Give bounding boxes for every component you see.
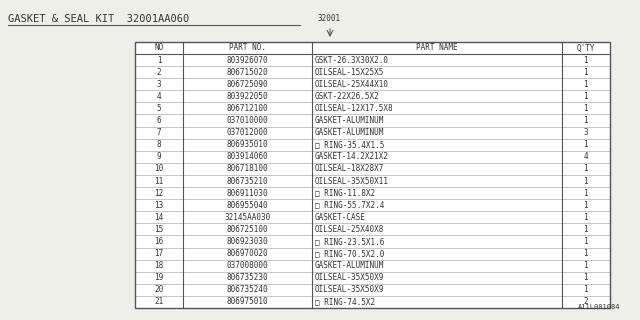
- Text: 1: 1: [584, 92, 588, 101]
- Text: 1: 1: [584, 285, 588, 294]
- Text: 1: 1: [584, 56, 588, 65]
- Text: 806975010: 806975010: [227, 298, 269, 307]
- Text: □ RING-55.7X2.4: □ RING-55.7X2.4: [315, 201, 385, 210]
- Text: GASKET-ALUMINUM: GASKET-ALUMINUM: [315, 261, 385, 270]
- Text: OILSEAL-35X50X9: OILSEAL-35X50X9: [315, 285, 385, 294]
- Text: 4: 4: [157, 92, 161, 101]
- Text: 14: 14: [154, 213, 164, 222]
- Text: 15: 15: [154, 225, 164, 234]
- Text: 18: 18: [154, 261, 164, 270]
- Text: PART NAME: PART NAME: [416, 44, 458, 52]
- Text: 4: 4: [584, 152, 588, 161]
- Text: 806735240: 806735240: [227, 285, 269, 294]
- Text: 2: 2: [584, 298, 588, 307]
- Text: □ RING-70.5X2.0: □ RING-70.5X2.0: [315, 249, 385, 258]
- Text: 1: 1: [584, 237, 588, 246]
- Text: 1: 1: [584, 249, 588, 258]
- Text: 3: 3: [157, 80, 161, 89]
- Text: 11: 11: [154, 177, 164, 186]
- Text: PART NO.: PART NO.: [229, 44, 266, 52]
- Text: 1: 1: [584, 273, 588, 282]
- Text: OILSEAL-25X40X8: OILSEAL-25X40X8: [315, 225, 385, 234]
- Text: 806712100: 806712100: [227, 104, 269, 113]
- Text: 806725100: 806725100: [227, 225, 269, 234]
- Text: OILSEAL-35X50X9: OILSEAL-35X50X9: [315, 273, 385, 282]
- Text: 1: 1: [584, 188, 588, 197]
- Text: 9: 9: [157, 152, 161, 161]
- Text: 806935010: 806935010: [227, 140, 269, 149]
- Text: □ RING-23.5X1.6: □ RING-23.5X1.6: [315, 237, 385, 246]
- Text: 806911030: 806911030: [227, 188, 269, 197]
- Text: 806715020: 806715020: [227, 68, 269, 77]
- Text: 1: 1: [157, 56, 161, 65]
- Text: GSKT-26.3X30X2.0: GSKT-26.3X30X2.0: [315, 56, 389, 65]
- Text: 2: 2: [157, 68, 161, 77]
- Text: 19: 19: [154, 273, 164, 282]
- Text: GASKET-ALUMINUM: GASKET-ALUMINUM: [315, 128, 385, 137]
- Text: 806923030: 806923030: [227, 237, 269, 246]
- Text: GASKET-14.2X21X2: GASKET-14.2X21X2: [315, 152, 389, 161]
- Text: 806718100: 806718100: [227, 164, 269, 173]
- Text: 803926070: 803926070: [227, 56, 269, 65]
- Text: 13: 13: [154, 201, 164, 210]
- Text: OILSEAL-18X28X7: OILSEAL-18X28X7: [315, 164, 385, 173]
- Text: 20: 20: [154, 285, 164, 294]
- Text: OILSEAL-25X44X10: OILSEAL-25X44X10: [315, 80, 389, 89]
- Text: □ RING-35.4X1.5: □ RING-35.4X1.5: [315, 140, 385, 149]
- Text: 037010000: 037010000: [227, 116, 269, 125]
- Text: OILSEAL-35X50X11: OILSEAL-35X50X11: [315, 177, 389, 186]
- Text: A11L001084: A11L001084: [577, 304, 620, 310]
- Text: 6: 6: [157, 116, 161, 125]
- Text: 1: 1: [584, 164, 588, 173]
- Text: 806725090: 806725090: [227, 80, 269, 89]
- Text: 806970020: 806970020: [227, 249, 269, 258]
- Text: 1: 1: [584, 140, 588, 149]
- Text: 037012000: 037012000: [227, 128, 269, 137]
- Text: 32145AA030: 32145AA030: [225, 213, 271, 222]
- Text: OILSEAL-12X17.5X8: OILSEAL-12X17.5X8: [315, 104, 394, 113]
- Text: 806735230: 806735230: [227, 273, 269, 282]
- Text: GASKET & SEAL KIT  32001AA060: GASKET & SEAL KIT 32001AA060: [8, 14, 189, 24]
- Text: 32001: 32001: [318, 14, 341, 23]
- Text: 17: 17: [154, 249, 164, 258]
- Text: □ RING-11.8X2: □ RING-11.8X2: [315, 188, 375, 197]
- Text: 8: 8: [157, 140, 161, 149]
- Text: 7: 7: [157, 128, 161, 137]
- Text: 16: 16: [154, 237, 164, 246]
- Text: 1: 1: [584, 80, 588, 89]
- Text: GSKT-22X26.5X2: GSKT-22X26.5X2: [315, 92, 380, 101]
- Text: 803922050: 803922050: [227, 92, 269, 101]
- Text: GASKET-ALUMINUM: GASKET-ALUMINUM: [315, 116, 385, 125]
- Text: Q'TY: Q'TY: [577, 44, 595, 52]
- Text: GASKET-CASE: GASKET-CASE: [315, 213, 366, 222]
- Text: 10: 10: [154, 164, 164, 173]
- Bar: [135, 42, 610, 308]
- Text: 3: 3: [584, 128, 588, 137]
- Text: 803914060: 803914060: [227, 152, 269, 161]
- Text: 037008000: 037008000: [227, 261, 269, 270]
- Text: 1: 1: [584, 104, 588, 113]
- Text: 12: 12: [154, 188, 164, 197]
- Text: 21: 21: [154, 298, 164, 307]
- Text: 1: 1: [584, 68, 588, 77]
- Text: 1: 1: [584, 177, 588, 186]
- Text: 806735210: 806735210: [227, 177, 269, 186]
- Text: 5: 5: [157, 104, 161, 113]
- Text: 1: 1: [584, 225, 588, 234]
- Text: □ RING-74.5X2: □ RING-74.5X2: [315, 298, 375, 307]
- Text: NO: NO: [154, 44, 164, 52]
- Text: 806955040: 806955040: [227, 201, 269, 210]
- Text: 1: 1: [584, 213, 588, 222]
- Text: OILSEAL-15X25X5: OILSEAL-15X25X5: [315, 68, 385, 77]
- Text: 1: 1: [584, 261, 588, 270]
- Text: 1: 1: [584, 201, 588, 210]
- Text: 1: 1: [584, 116, 588, 125]
